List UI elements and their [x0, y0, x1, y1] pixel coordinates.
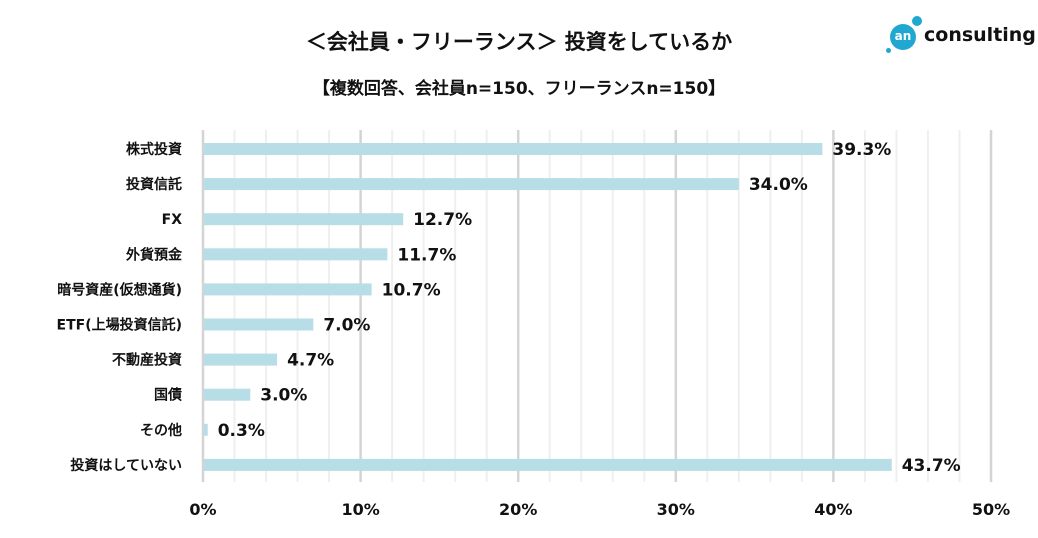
- bar: [204, 388, 251, 401]
- bar: [204, 248, 388, 261]
- x-tick-label: 0%: [189, 500, 216, 519]
- data-label: 4.7%: [287, 351, 334, 371]
- category-label: 投資はしていない: [70, 457, 182, 474]
- category-label: その他: [140, 422, 182, 439]
- x-tick-label: 20%: [499, 500, 537, 519]
- category-label: FX: [162, 212, 183, 228]
- bar: [204, 283, 372, 296]
- bar: [204, 213, 404, 226]
- category-label: ETF(上場投資信託): [57, 317, 182, 334]
- data-label: 3.0%: [260, 386, 307, 406]
- logo-text: consulting: [924, 24, 1036, 46]
- category-label: 株式投資: [126, 141, 182, 158]
- data-label: 39.3%: [832, 140, 891, 160]
- data-label: 12.7%: [413, 210, 472, 230]
- data-label: 34.0%: [749, 175, 808, 195]
- x-tick-label: 30%: [657, 500, 695, 519]
- bar: [204, 178, 739, 191]
- logo-mark: an: [890, 24, 916, 50]
- data-label: 7.0%: [323, 316, 370, 336]
- data-label: 0.3%: [218, 421, 265, 441]
- logo: an consulting: [882, 16, 1036, 56]
- category-label: 外貨預金: [126, 246, 183, 263]
- category-label: 国債: [154, 387, 182, 404]
- logo-dot-icon: [886, 48, 891, 53]
- bar: [204, 458, 892, 471]
- logo-dot-icon: [912, 16, 922, 26]
- x-tick-label: 50%: [972, 500, 1010, 519]
- chart-title: ＜会社員・フリーランス＞ 投資をしているか: [305, 30, 733, 54]
- category-label: 投資信託: [126, 176, 182, 193]
- bar: [204, 143, 823, 155]
- x-tick-label: 10%: [341, 500, 379, 519]
- category-label: 不動産投資: [112, 352, 182, 369]
- data-label: 10.7%: [382, 280, 441, 300]
- bar: [204, 318, 314, 331]
- bar: [204, 423, 208, 436]
- category-label: 暗号資産(仮想通貨): [57, 281, 182, 298]
- data-label: 43.7%: [902, 456, 961, 476]
- x-tick-label: 40%: [814, 500, 852, 519]
- chart-subtitle: 【複数回答、会社員n=150、フリーランスn=150】: [312, 79, 726, 99]
- data-label: 11.7%: [397, 245, 456, 265]
- bar: [204, 353, 278, 366]
